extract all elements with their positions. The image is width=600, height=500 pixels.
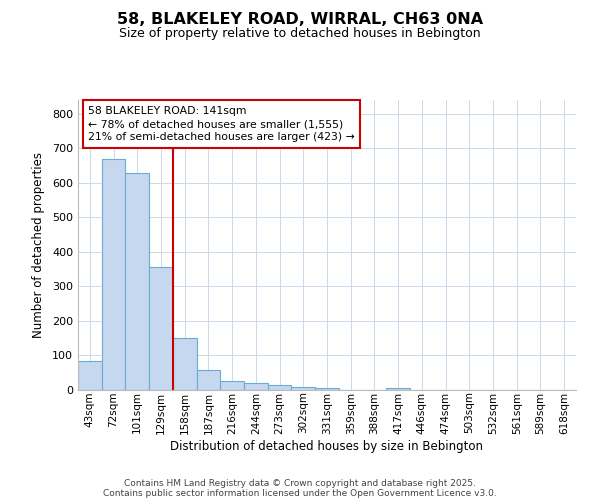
- Bar: [386, 388, 410, 390]
- Text: Size of property relative to detached houses in Bebington: Size of property relative to detached ho…: [119, 28, 481, 40]
- Bar: [149, 268, 173, 390]
- Bar: [244, 383, 268, 390]
- Text: Contains HM Land Registry data © Crown copyright and database right 2025.: Contains HM Land Registry data © Crown c…: [124, 478, 476, 488]
- Text: 58, BLAKELEY ROAD, WIRRAL, CH63 0NA: 58, BLAKELEY ROAD, WIRRAL, CH63 0NA: [117, 12, 483, 28]
- Bar: [315, 388, 339, 390]
- Text: 58 BLAKELEY ROAD: 141sqm
← 78% of detached houses are smaller (1,555)
21% of sem: 58 BLAKELEY ROAD: 141sqm ← 78% of detach…: [88, 106, 355, 142]
- Bar: [125, 172, 149, 390]
- Bar: [78, 360, 102, 390]
- X-axis label: Distribution of detached houses by size in Bebington: Distribution of detached houses by size …: [170, 440, 484, 454]
- Bar: [102, 158, 125, 390]
- Text: Contains public sector information licensed under the Open Government Licence v3: Contains public sector information licen…: [103, 488, 497, 498]
- Bar: [268, 385, 292, 390]
- Bar: [220, 380, 244, 390]
- Bar: [197, 370, 220, 390]
- Y-axis label: Number of detached properties: Number of detached properties: [32, 152, 45, 338]
- Bar: [292, 387, 315, 390]
- Bar: [173, 338, 197, 390]
